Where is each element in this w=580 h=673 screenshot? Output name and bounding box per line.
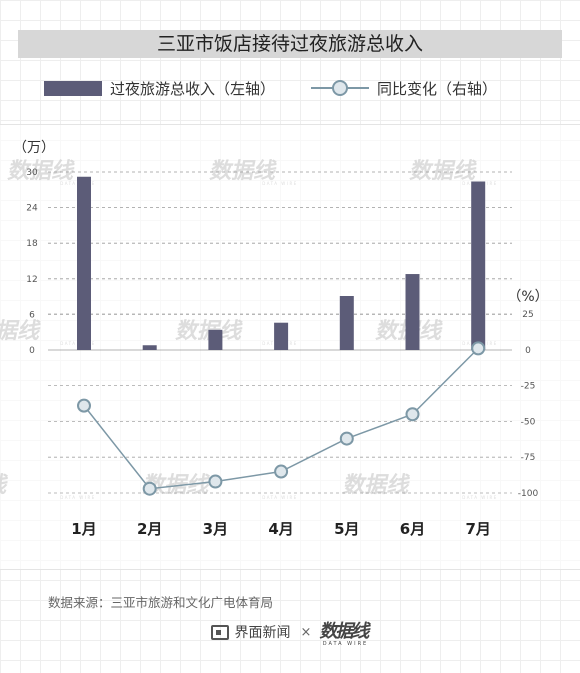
bar [471,181,486,350]
watermark-sub: DATA WIRE [462,495,498,500]
line-point [471,341,486,356]
legend-line-swatch [311,80,370,96]
bar [339,296,354,350]
bar [405,274,420,350]
datawire-logo: 数据线 DATA WIRE [319,617,371,647]
separator: × [300,624,312,640]
watermark-sub: DATA WIRE [262,495,298,500]
footer: 界面新闻 × 数据线 DATA WIRE [0,617,580,647]
left-tick-label: 12 [26,275,37,285]
source-note: 数据来源：三亚市旅游和文化广电体育局 [48,595,274,610]
watermark-logo: 数据线 [0,471,11,498]
category-label: 4月 [268,520,293,538]
bar [208,329,223,350]
right-tick-label: -75 [521,453,536,463]
line-series [77,341,486,496]
line-point [405,407,420,422]
left-tick-label: 24 [26,204,38,214]
left-tick-label: 18 [26,239,38,249]
left-tick-label: 6 [29,310,35,320]
datawire-logo-sub: DATA WIRE [322,641,369,647]
left-tick-label: 0 [29,346,35,356]
brand-jiemian: 界面新闻 [234,625,291,641]
category-label: 3月 [203,520,228,538]
bar [142,345,157,350]
left-tick-label: 30 [26,168,38,178]
bar [77,176,91,350]
category-label: 2月 [137,520,162,538]
chart-title: 三亚市饭店接待过夜旅游总收入 [156,33,423,55]
title-band [18,30,562,58]
legend-bar-label: 过夜旅游总收入（左轴） [110,79,276,98]
line-point [142,481,157,496]
watermark-logo: 数据线 [341,471,413,498]
bar-series [77,176,486,350]
jiemian-logo-icon [210,624,229,640]
watermark-logo: 数据线 [208,157,280,184]
line-point [274,464,289,479]
watermark-sub: DATA WIRE [262,181,298,186]
watermark-logo: 数据线 [408,157,480,184]
line-point [208,474,223,489]
line-point [339,431,354,446]
legend-bar-swatch [44,80,102,96]
watermark-sub: DATA WIRE [60,495,96,500]
watermark-logo: 数据线 [6,157,78,184]
legend: 过夜旅游总收入（左轴） 同比变化（右轴） [44,76,497,100]
right-tick-label: 0 [525,346,531,356]
line-point [77,398,91,413]
category-label: 7月 [465,520,490,538]
category-label: 1月 [71,520,96,538]
right-tick-label: 25 [522,310,533,320]
bar [274,322,289,350]
watermark-logo: 数据线 [0,317,44,344]
right-tick-label: -50 [521,417,536,427]
right-tick-label: -25 [521,382,536,392]
category-label: 6月 [400,520,425,538]
datawire-logo-text: 数据线 [318,621,372,642]
axes: 30 24 18 12 6 0 （万） 25 0 -25 -50 -75 -100 （%） 1月 2月 3月 4月… [13,140,549,538]
legend-line-label: 同比变化（右轴） [377,79,498,98]
right-tick-label: -100 [518,489,539,499]
category-label: 5月 [334,520,359,538]
left-axis-unit: （万） [13,140,55,156]
right-axis-unit: （%） [507,289,548,305]
